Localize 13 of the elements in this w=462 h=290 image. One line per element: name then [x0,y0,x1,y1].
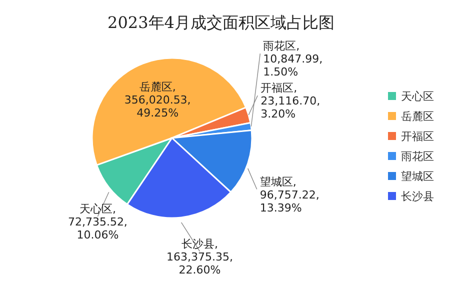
chart-title: 2023年4月成交面积区域占比图 [108,13,334,32]
data-label: 望城区, 96,757.22, 13.39% [260,175,320,214]
legend-label: 天心区 [401,90,434,103]
data-label: 长沙县, 163,375.35, 22.60% [166,237,234,276]
data-label: 天心区, 72,735.52, 10.06% [68,202,128,242]
legend-label: 长沙县 [401,190,434,203]
legend-label: 岳麓区 [401,110,434,123]
legend-label: 望城区 [401,170,434,183]
legend-label: 雨花区 [401,150,434,163]
data-label: 开福区, 23,116.70, 3.20% [260,82,320,121]
data-label: 雨花区, 10,847.99, 1.50% [263,40,323,79]
legend-label: 开福区 [401,130,434,143]
data-label: 岳麓区, 356,020.53, 49.25% [124,80,191,120]
